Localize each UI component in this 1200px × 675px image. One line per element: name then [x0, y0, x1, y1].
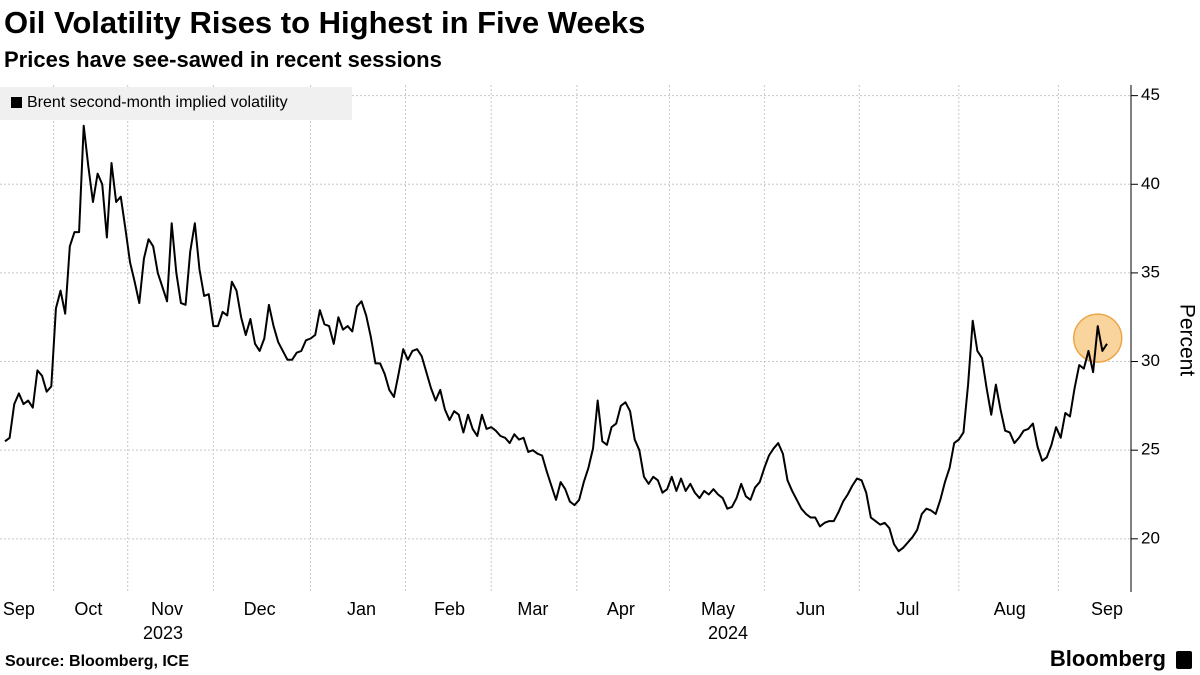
y-tick-label: 20 — [1141, 528, 1160, 547]
legend-swatch — [11, 97, 22, 108]
x-tick-label: Jul — [896, 599, 919, 619]
x-tick-label: Oct — [74, 599, 102, 619]
y-tick-label: 25 — [1141, 440, 1160, 459]
y-tick-label: 35 — [1141, 262, 1160, 281]
x-tick-label: Sep — [3, 599, 35, 619]
legend-box — [0, 87, 352, 120]
x-tick-label: Apr — [607, 599, 635, 619]
highlight-circle — [1072, 313, 1123, 363]
brand-logo: Bloomberg — [1050, 646, 1166, 671]
x-tick-label: Feb — [434, 599, 465, 619]
x-tick-label: Sep — [1091, 599, 1123, 619]
y-tick-label: 30 — [1141, 351, 1160, 370]
x-tick-label: Dec — [244, 599, 276, 619]
x-tick-label: Aug — [994, 599, 1026, 619]
chart-subtitle: Prices have see-sawed in recent sessions — [4, 47, 442, 72]
y-tick-label: 40 — [1141, 174, 1160, 193]
y-axis-label: Percent — [1175, 304, 1198, 377]
y-tick-label: 45 — [1141, 85, 1160, 104]
x-tick-label: Nov — [151, 599, 183, 619]
x-tick-label: Mar — [517, 599, 548, 619]
x-tick-label: Jan — [347, 599, 376, 619]
x-group-label: 2023 — [143, 623, 183, 643]
brand-icon — [1176, 651, 1192, 669]
chart-title: Oil Volatility Rises to Highest in Five … — [4, 5, 645, 40]
x-tick-label: May — [701, 599, 735, 619]
x-tick-label: Jun — [796, 599, 825, 619]
legend-label: Brent second-month implied volatility — [27, 94, 288, 111]
source: Source: Bloomberg, ICE — [5, 653, 189, 670]
x-group-label: 2024 — [708, 623, 748, 643]
line-series — [4, 124, 1108, 553]
